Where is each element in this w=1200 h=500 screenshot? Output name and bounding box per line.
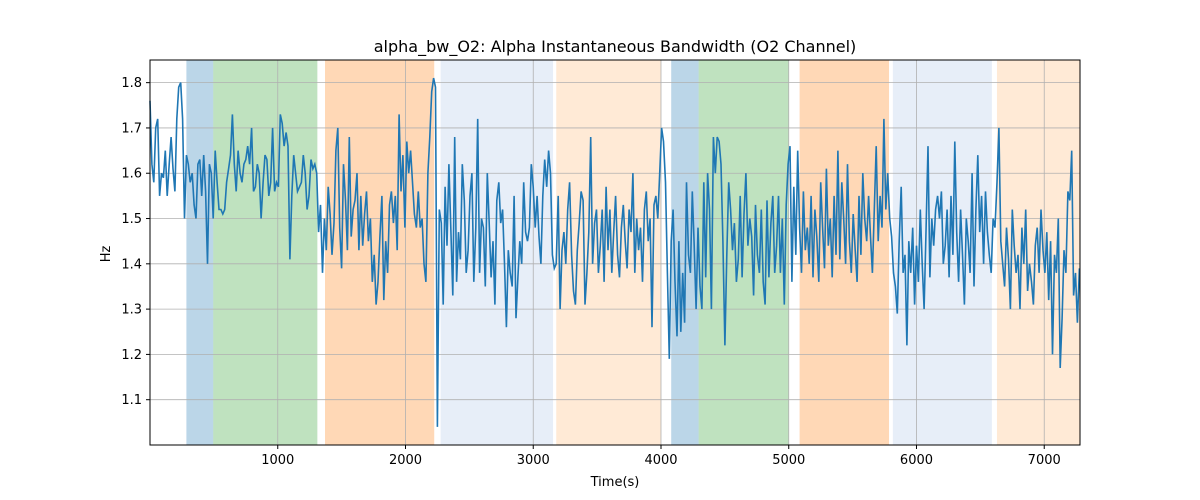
- series-line: [149, 77, 1081, 427]
- band-7: [799, 60, 890, 445]
- x-tick-label: 1000: [261, 453, 294, 468]
- shaded-bands: [186, 60, 1080, 445]
- y-tick-label: 1.8: [121, 76, 142, 91]
- y-tick-label: 1.1: [121, 393, 142, 408]
- y-axis-label: Hz: [99, 246, 114, 263]
- y-tick-label: 1.7: [121, 121, 142, 136]
- plot-frame: [149, 59, 1081, 446]
- y-tick-label: 1.5: [121, 212, 142, 227]
- y-tick-label: 1.6: [121, 167, 142, 182]
- chart-title: alpha_bw_O2: Alpha Instantaneous Bandwid…: [374, 37, 857, 57]
- y-tick-label: 1.3: [121, 303, 142, 318]
- x-tick-label: 5000: [772, 453, 805, 468]
- y-tick-label: 1.4: [121, 257, 142, 272]
- band-1: [213, 60, 318, 445]
- y-tick-label: 1.2: [121, 348, 142, 363]
- band-0: [186, 60, 214, 445]
- x-tick-label: 2000: [389, 453, 422, 468]
- x-tick-label: 3000: [517, 453, 550, 468]
- axis-ticks: 1000 2000 3000 4000 5000 6000 7000 1.1 1.2 1.3 1.4…: [121, 76, 1060, 468]
- x-axis-label: Time(s): [590, 475, 640, 490]
- x-tick-label: 7000: [1028, 453, 1061, 468]
- x-tick-label: 4000: [644, 453, 677, 468]
- grid-lines: [150, 60, 1080, 445]
- x-tick-label: 6000: [900, 453, 933, 468]
